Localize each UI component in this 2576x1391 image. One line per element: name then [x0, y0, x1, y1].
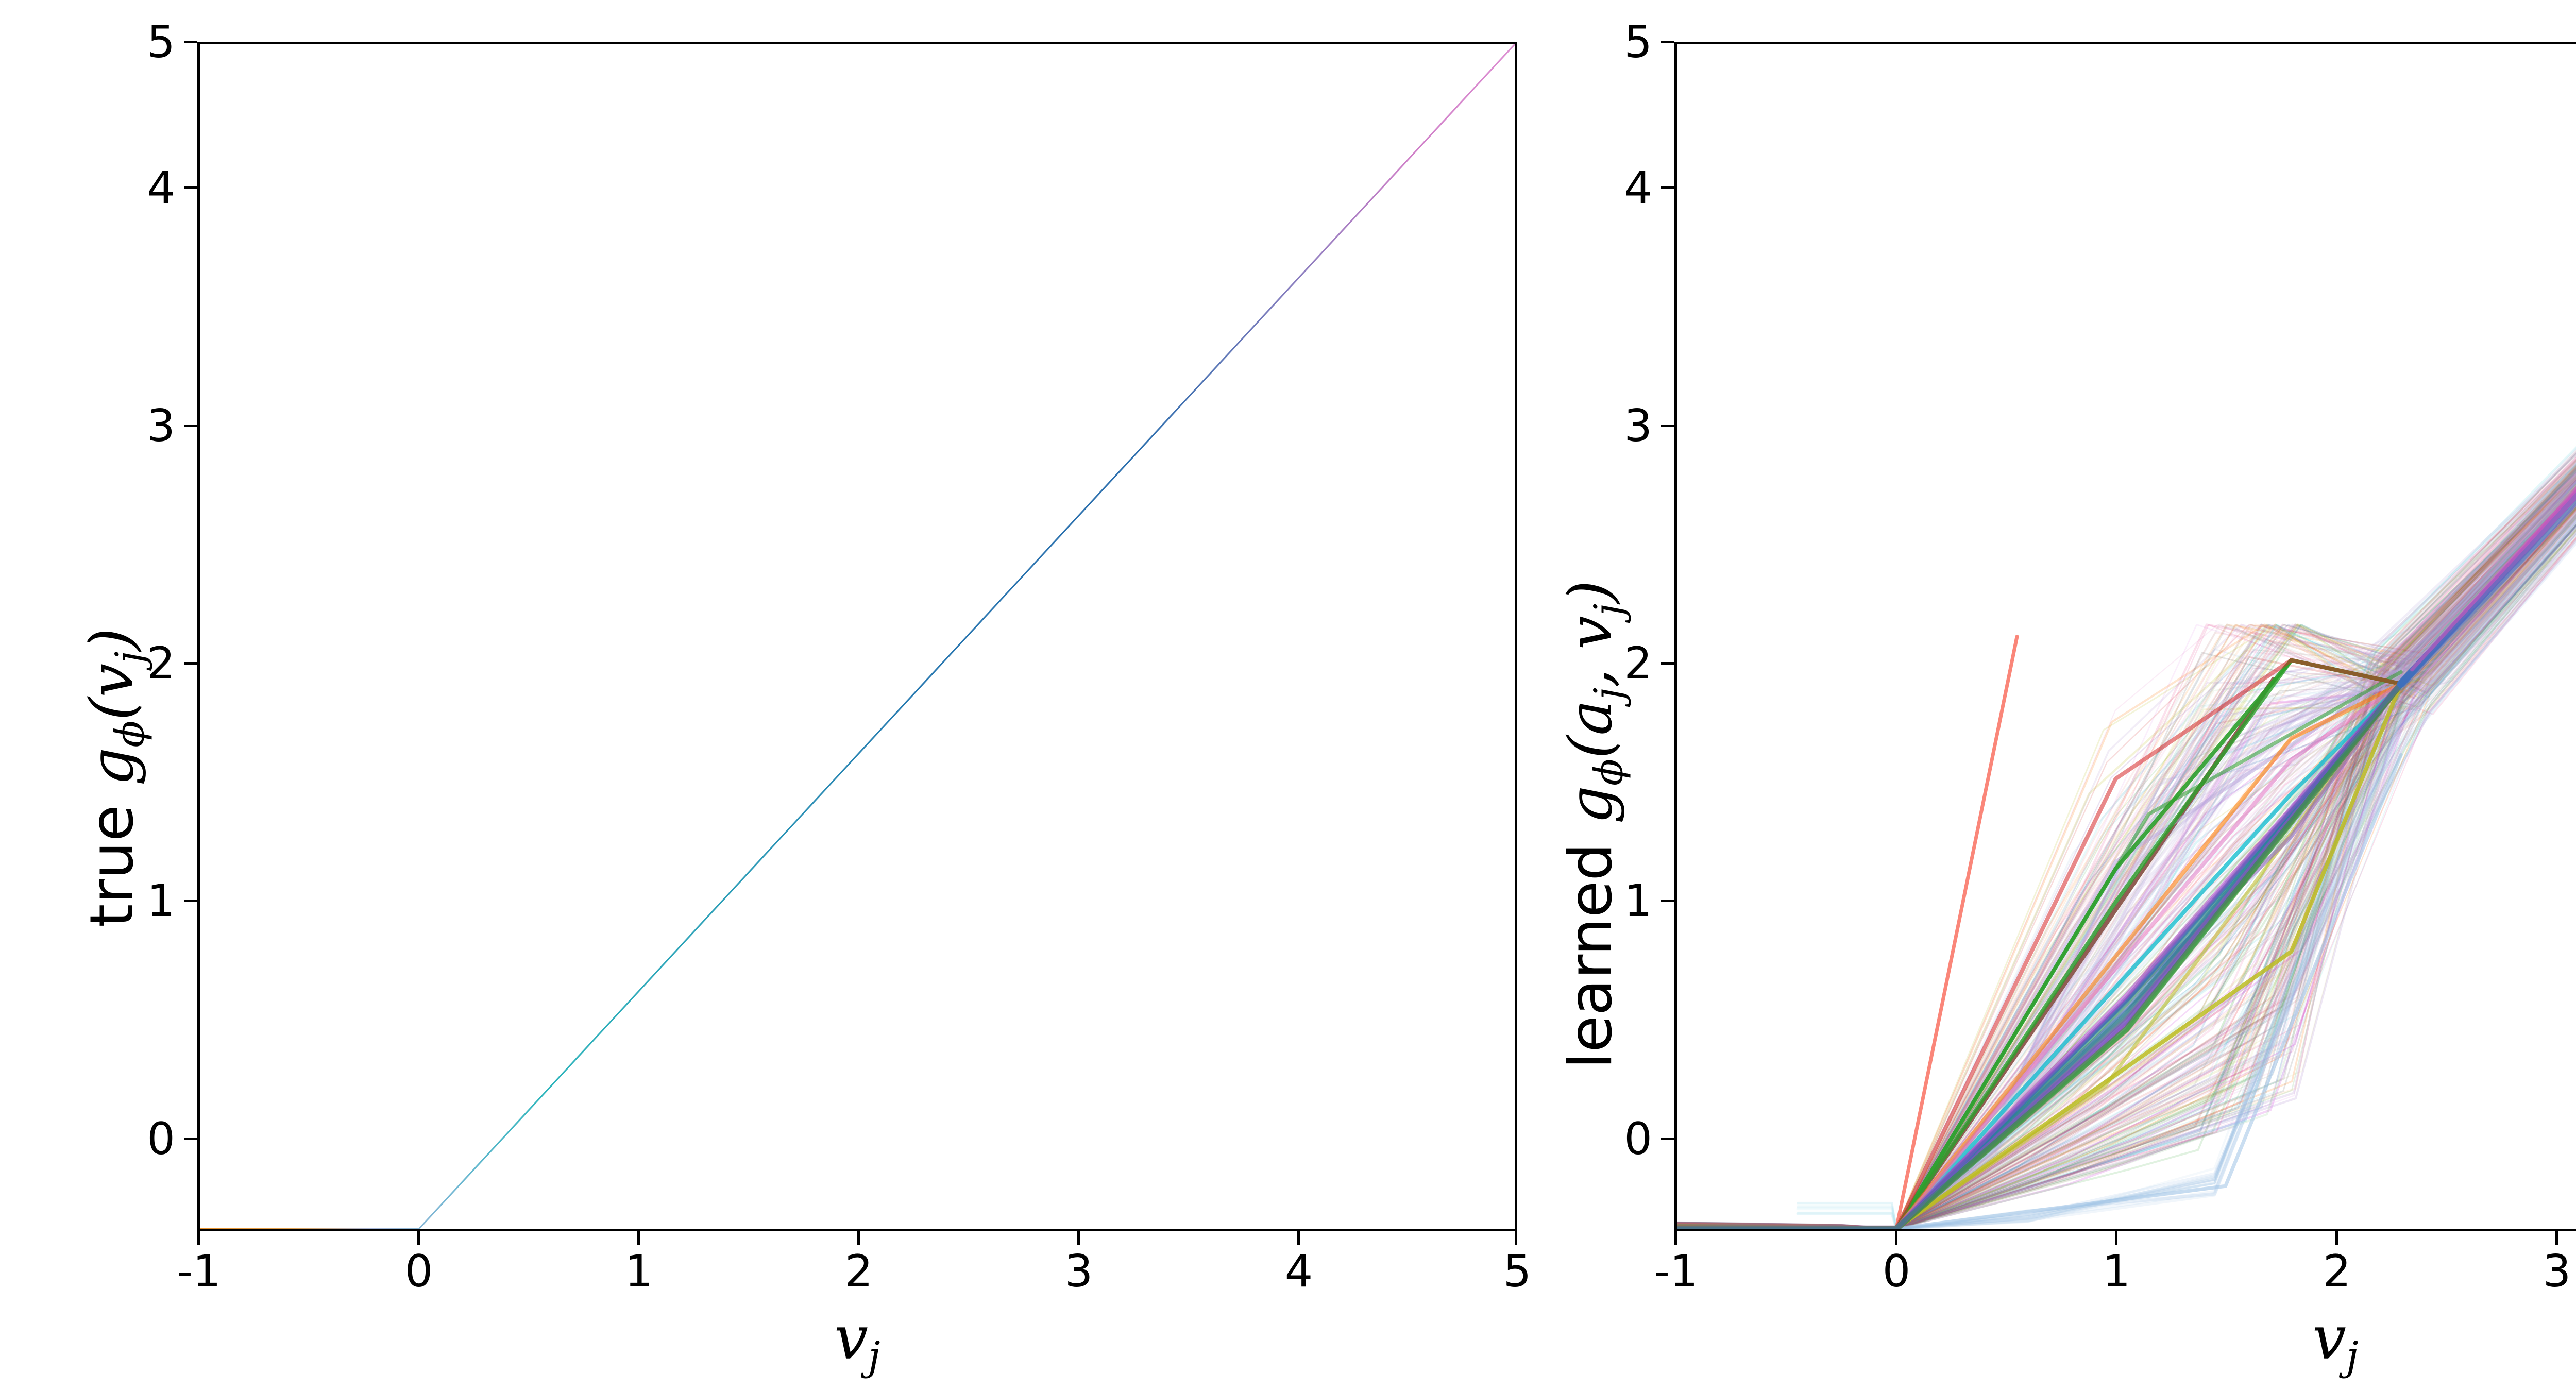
right-yticklabel-5: 5: [1624, 16, 1652, 68]
left-yticklabel-0: 0: [147, 1113, 175, 1165]
left-ytick-5: [184, 41, 197, 43]
left-yticklabel-1: 1: [147, 875, 175, 927]
left-yticklabel-5: 5: [147, 16, 175, 68]
right-xtick-1: [1895, 1231, 1897, 1245]
left-yaxis-title: true gϕ(vj): [77, 628, 153, 927]
right-yaxis-title: learned gϕ(aj, vj): [1556, 580, 1632, 1069]
left-yaxis-arg-close: ): [77, 627, 147, 652]
right-xtick-3: [2335, 1231, 2338, 1245]
left-xtick-2: [637, 1231, 640, 1245]
right-xticklabel-0: -1: [1654, 1246, 1698, 1297]
right-xaxis-sub: j: [2346, 1333, 2359, 1380]
right-ytick-4: [1661, 186, 1674, 189]
left-xticklabel-1: 0: [404, 1246, 433, 1297]
left-plot-lines: [200, 44, 1515, 1229]
right-plot-lines: [1677, 44, 2576, 1229]
right-yaxis-fn: g: [1556, 786, 1625, 824]
right-yaxis-arg2: , v: [1556, 616, 1625, 688]
left-xticklabel-6: 5: [1503, 1246, 1532, 1297]
right-xticklabel-4: 3: [2543, 1246, 2571, 1297]
right-yaxis-fn-sub: ϕ: [1586, 758, 1632, 786]
left-yaxis-arg-open: (v: [77, 663, 147, 721]
left-yaxis-prefix: true: [77, 786, 147, 927]
right-xtick-2: [2115, 1231, 2117, 1245]
left-xaxis-title: vj: [834, 1303, 880, 1379]
right-yaxis-arg2-sub: j: [1586, 603, 1632, 616]
right-axes-box: [1674, 42, 2576, 1231]
right-xtick-0: [1674, 1231, 1677, 1245]
right-yticklabel-1: 1: [1624, 875, 1652, 927]
right-ytick-1: [1661, 900, 1674, 902]
left-ytick-2: [184, 662, 197, 665]
right-yaxis-arg-close: ): [1556, 580, 1625, 604]
right-yticklabel-3: 3: [1624, 400, 1652, 452]
left-xtick-4: [1077, 1231, 1080, 1245]
left-yticklabel-3: 3: [147, 400, 175, 452]
left-yticklabel-4: 4: [147, 162, 175, 214]
left-yaxis-fn: g: [77, 747, 147, 786]
learned-activation-panel: -1 0 1 2 3 4 5 0 1 2 3 4 5 vj learned gϕ…: [1546, 0, 2576, 1391]
left-ytick-3: [184, 425, 197, 427]
right-xaxis-var: v: [2312, 1303, 2346, 1373]
left-ytick-0: [184, 1138, 197, 1140]
left-yaxis-arg-sub: j: [107, 651, 154, 664]
right-xtick-4: [2555, 1231, 2558, 1245]
left-yaxis-fn-sub: ϕ: [107, 720, 154, 748]
right-ytick-3: [1661, 425, 1674, 427]
right-xaxis-title: vj: [2312, 1303, 2358, 1379]
left-xaxis-sub: j: [868, 1333, 880, 1380]
left-xticklabel-0: -1: [177, 1246, 221, 1297]
right-xticklabel-1: 0: [1882, 1246, 1911, 1297]
true-activation-panel: -1 0 1 2 3 4 5 0 1 2 3 4 5 vj true gϕ(vj…: [77, 16, 1532, 1379]
left-axes-box: [197, 42, 1517, 1231]
right-yaxis-prefix: learned: [1556, 824, 1625, 1069]
left-xtick-1: [417, 1231, 420, 1245]
left-ytick-4: [184, 186, 197, 189]
right-xticklabel-3: 2: [2323, 1246, 2351, 1297]
right-ytick-2: [1661, 662, 1674, 665]
left-xtick-6: [1515, 1231, 1517, 1245]
right-yticklabel-2: 2: [1624, 638, 1652, 689]
left-xtick-0: [197, 1231, 200, 1245]
left-xticklabel-2: 1: [624, 1246, 653, 1297]
left-xtick-5: [1297, 1231, 1300, 1245]
left-yticklabel-2: 2: [147, 638, 175, 689]
right-yaxis-arg-open: (a: [1556, 700, 1625, 759]
left-xticklabel-3: 2: [844, 1246, 873, 1297]
right-yaxis-arg1-sub: j: [1586, 687, 1632, 700]
right-ytick-5: [1661, 41, 1674, 43]
left-ytick-1: [184, 900, 197, 902]
left-xticklabel-5: 4: [1284, 1246, 1313, 1297]
right-yticklabel-4: 4: [1624, 162, 1652, 214]
right-ytick-0: [1661, 1138, 1674, 1140]
left-xtick-3: [857, 1231, 860, 1245]
right-yticklabel-0: 0: [1624, 1113, 1652, 1165]
left-xaxis-var: v: [834, 1303, 868, 1373]
left-xticklabel-4: 3: [1064, 1246, 1093, 1297]
right-xticklabel-2: 1: [2102, 1246, 2131, 1297]
